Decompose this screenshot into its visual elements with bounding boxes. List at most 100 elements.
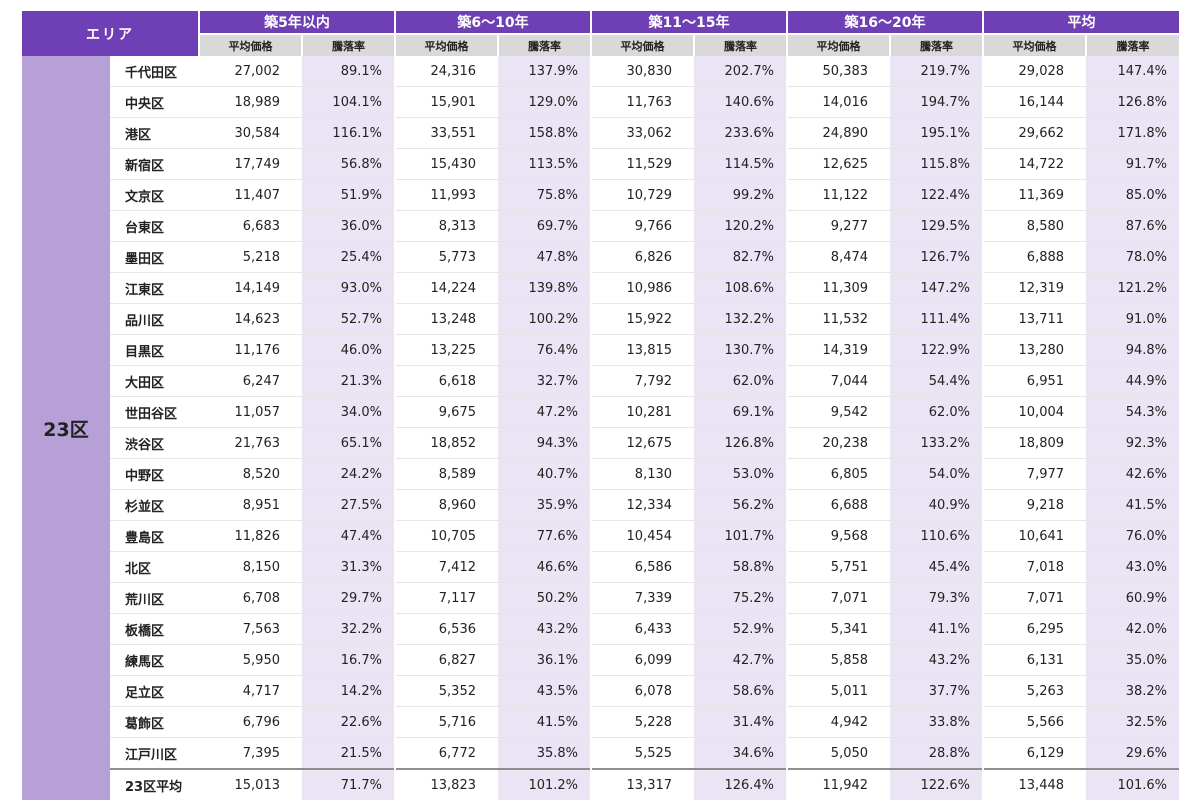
rate-cell: 44.9% (1086, 365, 1180, 397)
header-row-metrics: 平均価格 騰落率 平均価格 騰落率 平均価格 騰落率 平均価格 騰落率 平均価格… (22, 33, 1180, 56)
rate-cell: 51.9% (302, 179, 395, 211)
price-cell: 13,448 (982, 768, 1087, 800)
price-cell: 20,238 (786, 427, 891, 459)
rate-cell: 58.8% (694, 551, 788, 583)
price-cell: 8,130 (590, 458, 695, 490)
rate-cell: 87.6% (1086, 210, 1180, 242)
rate-cell: 42.0% (1086, 613, 1180, 645)
table-row: 渋谷区 21,763 65.1% 18,852 94.3% 12,675 126.8% 20,… (22, 427, 1180, 459)
rate-cell: 101.7% (694, 520, 788, 552)
table-row: 豊島区 11,826 47.4% 10,705 77.6% 10,454 101.7% 9,5… (22, 520, 1180, 552)
price-cell: 6,688 (786, 489, 891, 521)
rate-cell: 130.7% (694, 334, 788, 366)
price-cell: 6,586 (590, 551, 695, 583)
rate-cell: 41.5% (498, 706, 592, 738)
ward-name: 北区 (110, 551, 199, 583)
price-cell: 6,536 (394, 613, 498, 645)
rate-cell: 22.6% (302, 706, 395, 738)
rate-cell: 27.5% (302, 489, 395, 521)
price-cell: 8,951 (199, 489, 302, 521)
price-cell: 14,224 (394, 272, 498, 304)
table-row: 中野区 8,520 24.2% 8,589 40.7% 8,130 53.0% 6,805 54… (22, 458, 1180, 490)
price-cell: 11,122 (786, 179, 891, 211)
price-cell: 11,826 (199, 520, 302, 552)
rate-cell: 126.8% (694, 427, 788, 459)
price-cell: 11,369 (982, 179, 1087, 211)
rate-cell: 36.1% (498, 644, 592, 676)
price-cell: 11,529 (590, 148, 695, 180)
rate-cell: 140.6% (694, 86, 788, 118)
rate-cell: 32.7% (498, 365, 592, 397)
ward-name: 足立区 (110, 675, 199, 707)
price-cell: 5,950 (199, 644, 302, 676)
rate-header: 騰落率 (889, 33, 984, 56)
ward-name: 墨田区 (110, 241, 199, 273)
ward-name: 練馬区 (110, 644, 199, 676)
rate-cell: 122.4% (890, 179, 984, 211)
rate-cell: 69.7% (498, 210, 592, 242)
rate-cell: 43.0% (1086, 551, 1180, 583)
rate-cell: 58.6% (694, 675, 788, 707)
rate-header: 騰落率 (301, 33, 395, 56)
price-cell: 6,433 (590, 613, 695, 645)
price-cell: 9,675 (394, 396, 498, 428)
rate-cell: 122.6% (890, 768, 984, 800)
rate-cell: 171.8% (1086, 117, 1180, 149)
rate-cell: 126.8% (1086, 86, 1180, 118)
price-cell: 33,551 (394, 117, 498, 149)
table-row: 足立区 4,717 14.2% 5,352 43.5% 6,078 58.6% 5,011 37… (22, 675, 1180, 707)
rate-cell: 113.5% (498, 148, 592, 180)
rate-cell: 47.8% (498, 241, 592, 273)
rate-cell: 24.2% (302, 458, 395, 490)
rate-cell: 29.6% (1086, 737, 1180, 770)
price-cell: 12,675 (590, 427, 695, 459)
price-cell: 11,942 (786, 768, 891, 800)
rate-cell: 94.3% (498, 427, 592, 459)
rate-cell: 62.0% (694, 365, 788, 397)
rate-cell: 38.2% (1086, 675, 1180, 707)
ward-name: 豊島区 (110, 520, 199, 552)
price-header: 平均価格 (786, 33, 891, 56)
price-cell: 6,772 (394, 737, 498, 770)
rate-cell: 195.1% (890, 117, 984, 149)
price-cell: 7,071 (982, 582, 1087, 614)
price-cell: 10,641 (982, 520, 1087, 552)
price-cell: 11,993 (394, 179, 498, 211)
rate-cell: 93.0% (302, 272, 395, 304)
price-header: 平均価格 (198, 33, 302, 56)
price-cell: 7,018 (982, 551, 1087, 583)
table-row: 世田谷区 11,057 34.0% 9,675 47.2% 10,281 69.1% 9,54… (22, 396, 1180, 428)
price-cell: 5,525 (590, 737, 695, 770)
table-row: 新宿区 17,749 56.8% 15,430 113.5% 11,529 114.5% 12… (22, 148, 1180, 180)
price-cell: 5,263 (982, 675, 1087, 707)
ward-name: 渋谷区 (110, 427, 199, 459)
average-row: 23区平均 15,013 71.7% 13,823 101.2% 13,317 126.4%… (22, 768, 1180, 800)
rate-cell: 115.8% (890, 148, 984, 180)
rate-cell: 101.2% (498, 768, 592, 800)
table-row: 大田区 6,247 21.3% 6,618 32.7% 7,792 62.0% 7,044 54… (22, 365, 1180, 397)
rate-cell: 54.3% (1086, 396, 1180, 428)
price-table: エリア 築5年以内 築6～10年 築11～15年 築16～20年 平均 平均価格… (22, 11, 1180, 800)
price-cell: 11,532 (786, 303, 891, 335)
table-row: 文京区 11,407 51.9% 11,993 75.8% 10,729 99.2% 11,1… (22, 179, 1180, 211)
price-cell: 6,683 (199, 210, 302, 242)
rate-cell: 65.1% (302, 427, 395, 459)
price-cell: 5,751 (786, 551, 891, 583)
ward-name: 港区 (110, 117, 199, 149)
rate-cell: 46.0% (302, 334, 395, 366)
price-cell: 5,341 (786, 613, 891, 645)
price-cell: 10,729 (590, 179, 695, 211)
table-row: 杉並区 8,951 27.5% 8,960 35.9% 12,334 56.2% 6,688 4… (22, 489, 1180, 521)
rate-cell: 54.0% (890, 458, 984, 490)
rate-cell: 126.4% (694, 768, 788, 800)
price-cell: 18,989 (199, 86, 302, 118)
price-cell: 10,454 (590, 520, 695, 552)
rate-cell: 46.6% (498, 551, 592, 583)
rate-cell: 100.2% (498, 303, 592, 335)
price-cell: 5,011 (786, 675, 891, 707)
rate-cell: 52.7% (302, 303, 395, 335)
price-cell: 7,395 (199, 737, 302, 770)
price-cell: 5,050 (786, 737, 891, 770)
ward-name: 杉並区 (110, 489, 199, 521)
price-cell: 7,563 (199, 613, 302, 645)
